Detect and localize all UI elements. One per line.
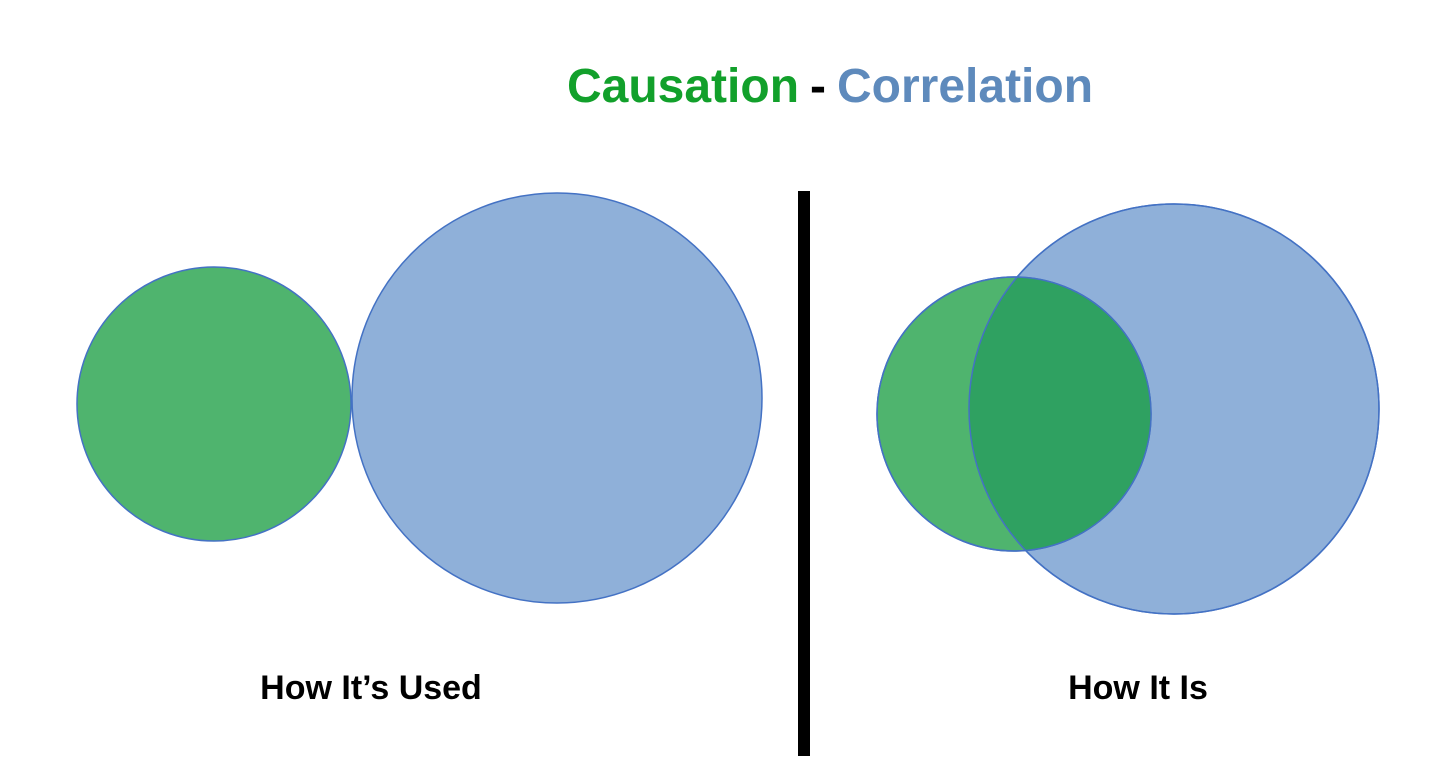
left-panel-venn <box>76 192 763 604</box>
title-correlation-word: Correlation <box>836 60 1094 113</box>
left-panel-label: How It’s Used <box>260 669 482 707</box>
causation-circle-right-outline <box>876 276 1152 552</box>
right-panel-venn <box>876 203 1380 615</box>
right-panel-label: How It Is <box>1068 669 1208 707</box>
title-separator: - <box>810 60 826 113</box>
causation-circle-left <box>76 266 352 542</box>
title-causation-word: Causation <box>566 60 800 113</box>
divider-line <box>798 191 810 756</box>
correlation-circle-left <box>351 192 763 604</box>
overlap-region <box>969 277 1151 551</box>
page-title: Causation - Correlation <box>567 62 1093 112</box>
correlation-circle-right-outline <box>968 203 1380 615</box>
